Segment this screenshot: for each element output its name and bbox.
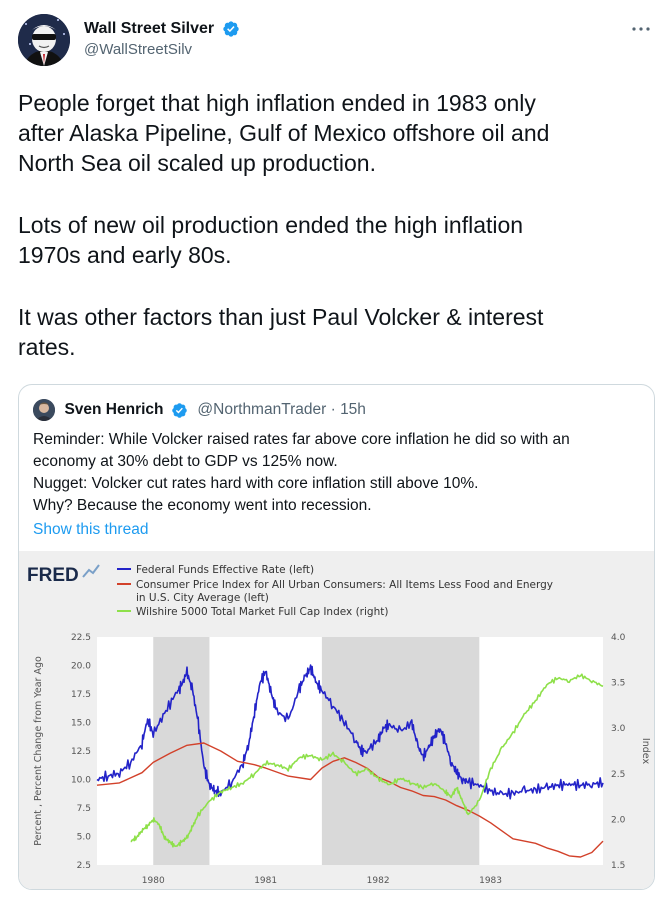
y-tick-label: 17.5 bbox=[71, 690, 91, 700]
fred-chart: FRED Federal Funds Effective Rate (left) C… bbox=[27, 564, 651, 886]
y-axis-label: Percent , Percent Change from Year Ago bbox=[33, 656, 44, 846]
quoted-line: Reminder: While Volcker raised rates far… bbox=[33, 431, 570, 448]
author-display-name[interactable]: Wall Street Silver bbox=[84, 20, 215, 37]
legend-entry: Federal Funds Effective Rate (left) bbox=[136, 564, 314, 576]
tweet-line: rates. bbox=[18, 334, 76, 360]
y2-tick-label: 4.0 bbox=[611, 633, 626, 643]
fred-logo-chart-icon bbox=[82, 564, 100, 578]
y2-tick-label: 1.5 bbox=[611, 861, 625, 871]
x-tick-label: 1980 bbox=[142, 876, 165, 886]
quoted-line: Why? Because the economy went into reces… bbox=[33, 497, 372, 514]
y-tick-label: 2.5 bbox=[77, 861, 91, 871]
more-options-icon[interactable] bbox=[630, 22, 652, 36]
y2-tick-label: 2.5 bbox=[611, 770, 625, 780]
x-tick-label: 1983 bbox=[479, 876, 502, 886]
verified-badge-icon bbox=[172, 402, 187, 418]
quoted-tweet-header: Sven Henrich @NorthmanTrader · 15h bbox=[33, 399, 366, 421]
tweet-line: after Alaska Pipeline, Gulf of Mexico of… bbox=[18, 120, 550, 146]
y-tick-label: 20.0 bbox=[71, 662, 91, 672]
tweet-line: 1970s and early 80s. bbox=[18, 242, 232, 268]
y-tick-label: 15.0 bbox=[71, 719, 91, 729]
legend-entry: Wilshire 5000 Total Market Full Cap Inde… bbox=[136, 606, 388, 618]
series-line bbox=[96, 742, 604, 858]
verified-badge-icon bbox=[222, 21, 239, 37]
recession-band bbox=[321, 637, 480, 865]
quoted-author-handle: @NorthmanTrader · 15h bbox=[197, 401, 366, 418]
quoted-author-avatar[interactable] bbox=[33, 399, 55, 421]
fred-chart-image[interactable]: FRED Federal Funds Effective Rate (left) C… bbox=[19, 551, 654, 889]
quoted-line: economy at 30% debt to GDP vs 125% now. bbox=[33, 453, 338, 470]
tweet-line: North Sea oil scaled up production. bbox=[18, 150, 376, 176]
x-tick-label: 1982 bbox=[367, 876, 390, 886]
y2-tick-label: 3.5 bbox=[611, 679, 625, 689]
y2-tick-label: 2.0 bbox=[611, 815, 626, 825]
fred-logo: FRED bbox=[27, 565, 79, 586]
show-thread-link[interactable]: Show this thread bbox=[33, 521, 149, 538]
author-avatar[interactable] bbox=[18, 14, 70, 66]
author-name-block: Wall Street Silver @WallStreetSilv bbox=[84, 20, 240, 58]
legend-entry: in U.S. City Average (left) bbox=[136, 592, 269, 604]
recession-band bbox=[153, 637, 210, 865]
quoted-avatar-image bbox=[33, 399, 55, 421]
author-handle[interactable]: @WallStreetSilv bbox=[84, 41, 193, 59]
tweet-text: People forget that high inflation ended … bbox=[18, 88, 658, 362]
tweet-line: Lots of new oil production ended the hig… bbox=[18, 212, 524, 238]
y-tick-label: 10.0 bbox=[71, 776, 91, 786]
tweet-header: Wall Street Silver @WallStreetSilv bbox=[18, 14, 658, 70]
y2-axis-label: Index bbox=[640, 738, 651, 765]
y-tick-label: 7.5 bbox=[77, 804, 91, 814]
y2-tick-label: 3.0 bbox=[611, 724, 626, 734]
y-tick-label: 12.5 bbox=[71, 747, 91, 757]
quoted-line: Nugget: Volcker cut rates hard with core… bbox=[33, 475, 479, 492]
x-tick-label: 1981 bbox=[254, 876, 277, 886]
tweet-line: People forget that high inflation ended … bbox=[18, 90, 536, 116]
avatar-image bbox=[18, 14, 70, 66]
quoted-author-name[interactable]: Sven Henrich bbox=[64, 401, 164, 418]
legend-entry: Consumer Price Index for All Urban Consu… bbox=[136, 579, 553, 591]
y-tick-label: 22.5 bbox=[71, 633, 91, 643]
tweet-line: It was other factors than just Paul Volc… bbox=[18, 304, 544, 330]
series-line bbox=[130, 673, 604, 848]
y-tick-label: 5.0 bbox=[77, 833, 92, 843]
quoted-tweet[interactable]: Sven Henrich @NorthmanTrader · 15h Remin… bbox=[18, 384, 655, 890]
series-line bbox=[96, 664, 604, 800]
quoted-tweet-text: Reminder: While Volcker raised rates far… bbox=[33, 429, 643, 517]
